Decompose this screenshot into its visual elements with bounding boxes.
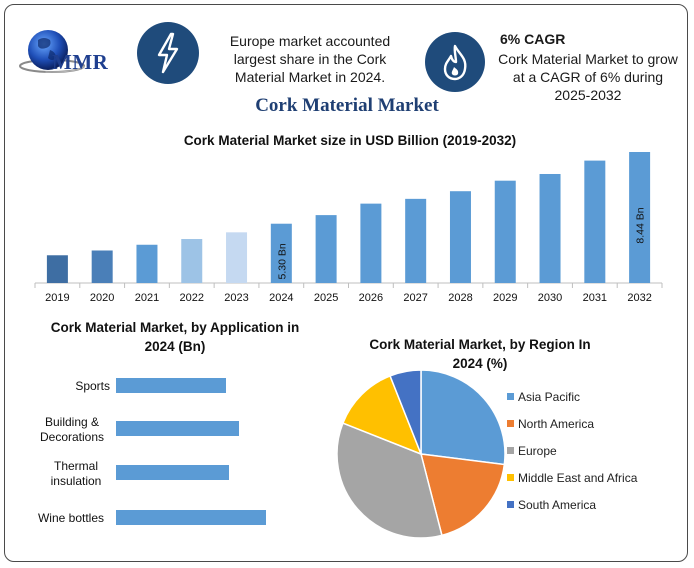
region-chart-title: Cork Material Market, by Region In 2024 …	[369, 337, 591, 371]
application-chart-title: Cork Material Market, by Application in …	[50, 320, 300, 354]
app-label-thermal: Thermal insulation	[50, 459, 102, 488]
bar-2027	[405, 198, 427, 283]
app-label-wine: Wine bottles	[37, 511, 105, 525]
bar-2023	[226, 232, 248, 283]
cagr-title: 6% CAGR	[500, 31, 566, 47]
pie-slice-middle-east-and-africa	[341, 374, 423, 456]
app-bar-2	[116, 465, 229, 480]
bar-2029	[494, 180, 516, 283]
flame-icon	[443, 44, 467, 81]
bar-2030	[539, 173, 561, 283]
x-tick-label-2029: 2029	[493, 292, 517, 304]
x-tick-label-2028: 2028	[448, 292, 472, 304]
x-tick-label-2021: 2021	[135, 292, 159, 304]
app-bar-1	[116, 421, 239, 436]
x-tick-label-2032: 2032	[627, 292, 651, 304]
bar-2028	[449, 191, 471, 283]
bar-2022	[181, 239, 203, 283]
legend-item-north-america: North America	[507, 417, 677, 431]
bar-2019	[46, 255, 68, 283]
legend-item-europe: Europe	[507, 444, 677, 458]
size-chart-title: Cork Material Market size in USD Billion…	[183, 133, 517, 148]
app-bar-0	[116, 378, 226, 393]
x-tick-label-2027: 2027	[403, 292, 427, 304]
x-tick-label-2030: 2030	[538, 292, 562, 304]
legend-item-asia-pacific: Asia Pacific	[507, 390, 677, 404]
pie-slice-north-america	[419, 453, 506, 537]
x-tick-label-2031: 2031	[583, 292, 607, 304]
lightning-bolt-icon	[157, 32, 179, 74]
bar-2024	[270, 223, 292, 283]
main-title: Cork Material Market	[255, 95, 439, 116]
x-tick-label-2022: 2022	[180, 292, 204, 304]
logo-text: MMR	[52, 50, 109, 74]
x-tick-label-2025: 2025	[314, 292, 338, 304]
bar-2031	[584, 160, 606, 283]
bar-2032	[629, 152, 651, 283]
app-bar-3	[116, 510, 266, 525]
bar-2025	[315, 215, 337, 283]
flame-badge	[425, 32, 485, 92]
cagr-note: Cork Material Market to grow at a CAGR o…	[498, 51, 678, 103]
europe-note: Europe market accounted largest share in…	[229, 33, 391, 85]
x-tick-label-2026: 2026	[359, 292, 383, 304]
data-label-2024: 5.30 Bn	[276, 243, 288, 279]
x-tick-label-2019: 2019	[45, 292, 69, 304]
bar-2020	[91, 250, 113, 283]
x-tick-label-2024: 2024	[269, 292, 293, 304]
lightning-badge	[137, 22, 199, 84]
bar-2026	[360, 203, 382, 283]
data-label-2032: 8.44 Bn	[635, 207, 647, 243]
bar-2021	[136, 244, 158, 283]
app-label-building: Building & Decorations	[39, 415, 105, 444]
pie-slice-europe	[336, 422, 443, 539]
x-tick-label-2020: 2020	[90, 292, 114, 304]
legend-item-south-america: South America	[507, 498, 677, 512]
app-label-sports: Sports	[75, 379, 110, 393]
globe-logo-icon	[19, 30, 85, 73]
legend-item-mea: Middle East and Africa	[507, 471, 677, 485]
pie-slice-asia-pacific	[420, 369, 506, 466]
x-tick-label-2023: 2023	[224, 292, 248, 304]
pie-slice-south-america	[389, 369, 422, 455]
